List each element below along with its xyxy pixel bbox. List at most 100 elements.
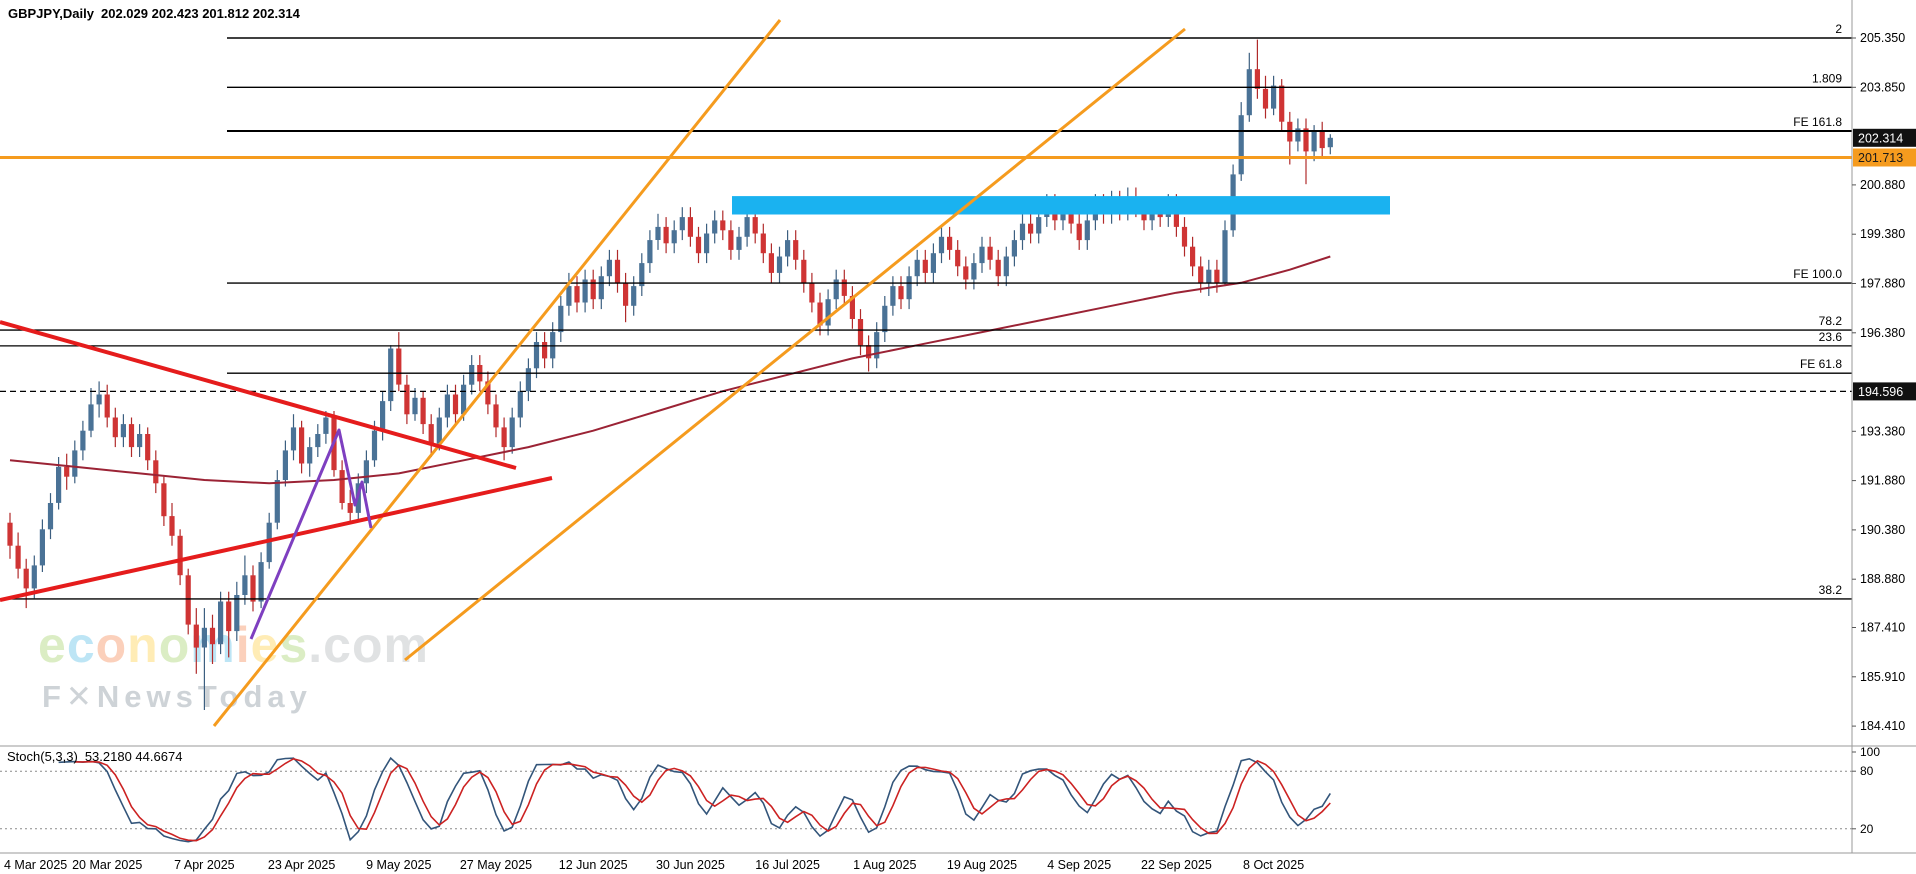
candle-body	[258, 562, 264, 602]
watermark: economies.com F✕NewsToday	[38, 620, 429, 715]
watermark-letter: n	[127, 617, 159, 673]
price-tick-label: 185.910	[1860, 670, 1905, 684]
candle-body	[979, 246, 985, 264]
candle-body	[768, 253, 774, 273]
candle-body	[1190, 246, 1196, 267]
candle-body	[598, 276, 604, 300]
candle-body	[307, 447, 313, 464]
candle-body	[793, 240, 799, 260]
watermark-economies-logo: economies.com	[38, 620, 429, 670]
candle-body	[614, 259, 621, 283]
price-tick-label: 193.380	[1860, 424, 1905, 438]
candle-body	[509, 417, 515, 448]
date-tick-label: 20 Mar 2025	[72, 858, 142, 872]
candle-body	[712, 220, 718, 234]
red-descending-trendline[interactable]	[0, 320, 517, 470]
candle-body	[631, 286, 637, 306]
candle-body	[760, 233, 766, 254]
candle-body	[371, 430, 378, 461]
date-tick-label: 4 Mar 2025	[4, 858, 67, 872]
level-label: 1.809	[1812, 71, 1842, 85]
red-ascending-trendline[interactable]	[0, 476, 553, 602]
candle-body	[955, 249, 961, 267]
candle-body	[185, 575, 191, 625]
candle-body	[1254, 69, 1260, 89]
wave-zigzag-line[interactable]	[249, 428, 373, 640]
chart-title: GBPJPY,Daily 202.029 202.423 201.812 202.…	[8, 6, 300, 21]
candle-body	[809, 282, 815, 303]
price-tick-label: 187.410	[1860, 621, 1905, 635]
price-tick-label: 184.410	[1860, 719, 1905, 733]
level-label: 78.2	[1819, 314, 1843, 328]
candle-body	[323, 417, 329, 434]
symbol-timeframe-label: GBPJPY,Daily	[8, 6, 94, 21]
candle-body	[250, 575, 256, 602]
candle-body	[558, 305, 564, 333]
candle-body	[1068, 207, 1074, 224]
resistance-zone-rectangle[interactable]	[732, 196, 1390, 215]
orange-trendline-right[interactable]	[404, 27, 1186, 662]
candle-body	[533, 342, 540, 369]
candle-body	[1262, 88, 1269, 109]
candle-body	[655, 226, 661, 240]
candle-body	[193, 624, 199, 648]
candle-body	[776, 256, 783, 273]
candle-body	[639, 263, 645, 287]
current-price-badge	[1853, 128, 1916, 147]
candle-body	[493, 404, 499, 428]
stoch-signal-line	[74, 757, 1331, 842]
candle-body	[47, 503, 54, 530]
candle-body	[420, 397, 426, 425]
stoch-name-label: Stoch(5,3,3)	[7, 749, 78, 764]
candle-body	[274, 480, 280, 523]
candle-body	[525, 368, 531, 392]
candle-body	[736, 236, 742, 250]
orange-level-label: 201.713	[1858, 151, 1903, 165]
candle-body	[906, 276, 912, 300]
candle-body	[1003, 256, 1009, 277]
price-tick-label: 205.350	[1860, 31, 1905, 45]
candle-body	[866, 345, 872, 359]
level-label: 38.2	[1819, 583, 1843, 597]
candle-body	[161, 483, 167, 517]
date-tick-label: 7 Apr 2025	[174, 858, 235, 872]
orange-trendline-left[interactable]	[212, 19, 782, 727]
candle-body	[1181, 226, 1188, 247]
candle-body	[201, 627, 207, 648]
candle-body	[444, 394, 450, 418]
candle-body	[687, 217, 693, 237]
candle-body	[380, 401, 386, 431]
candle-body	[56, 466, 62, 503]
date-tick-label: 9 May 2025	[366, 858, 431, 872]
candle-body	[574, 286, 580, 303]
candle-body	[1214, 269, 1220, 283]
moving-average-line	[9, 255, 1331, 485]
candle-body	[153, 460, 159, 484]
candle-body	[1295, 128, 1301, 142]
candle-body	[1084, 220, 1090, 241]
candle-body	[299, 427, 305, 464]
level-label: FE 100.0	[1793, 267, 1842, 281]
date-tick-label: 30 Jun 2025	[656, 858, 725, 872]
watermark-letter: c	[323, 617, 352, 673]
candle-body	[695, 236, 702, 254]
candle-body	[720, 220, 726, 231]
candle-body	[938, 236, 945, 254]
candle-body	[452, 394, 459, 415]
candle-body	[671, 230, 677, 244]
candle-body	[623, 282, 629, 306]
candle-body	[461, 384, 467, 415]
level-label: FE 161.8	[1793, 115, 1842, 129]
watermark-letter: e	[38, 617, 67, 673]
date-tick-label: 8 Oct 2025	[1243, 858, 1304, 872]
candle-body	[550, 332, 556, 359]
watermark-letter: o	[95, 617, 128, 673]
candle-body	[485, 381, 491, 405]
hline-level-label: 194.596	[1858, 385, 1903, 399]
candle-body	[914, 259, 920, 277]
candle-body	[315, 434, 321, 448]
candle-body	[898, 286, 904, 300]
candle-body	[744, 217, 750, 237]
